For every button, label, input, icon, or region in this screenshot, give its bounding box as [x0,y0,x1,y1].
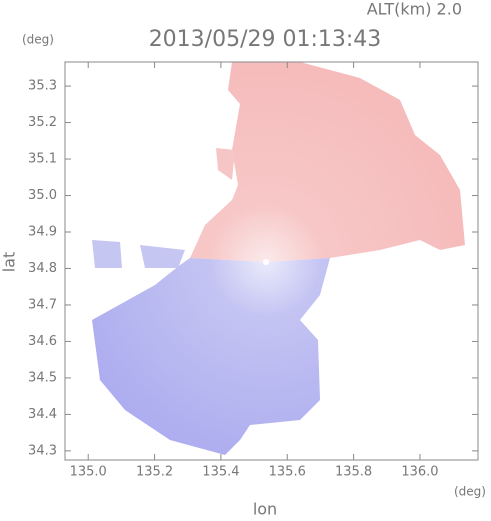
y-tick-label: 35.2 [28,115,57,130]
subtitle: ALT(km) 2.0 [367,0,462,19]
x-tick-label: 135.8 [335,465,372,480]
x-tick-label: 135.6 [269,465,306,480]
y-tick-label: 34.9 [28,224,57,239]
y-tick-label: 34.5 [28,370,57,385]
y-axis-label: lat [0,252,19,273]
chart-title: 2013/05/29 01:13:43 [149,27,382,52]
radar-field [92,62,465,455]
x-tick-label: 136.0 [401,465,438,480]
y-tick-label: 35.0 [28,188,57,203]
y-tick-label: 34.4 [28,407,57,422]
plot-frame [64,61,479,461]
y-tick-label: 34.6 [28,334,57,349]
y-tick-label: 34.3 [28,443,57,458]
x-tick-label: 135.0 [70,465,107,480]
y-unit: (deg) [22,33,54,47]
y-tick-label: 34.8 [28,261,57,276]
y-tick-label: 34.7 [28,297,57,312]
x-tick-label: 135.4 [202,465,239,480]
x-unit: (deg) [454,485,486,499]
y-tick-label: 35.3 [28,79,57,94]
y-tick-label: 35.1 [28,152,57,167]
x-tick-label: 135.2 [136,465,173,480]
x-axis-label: lon [253,500,277,519]
